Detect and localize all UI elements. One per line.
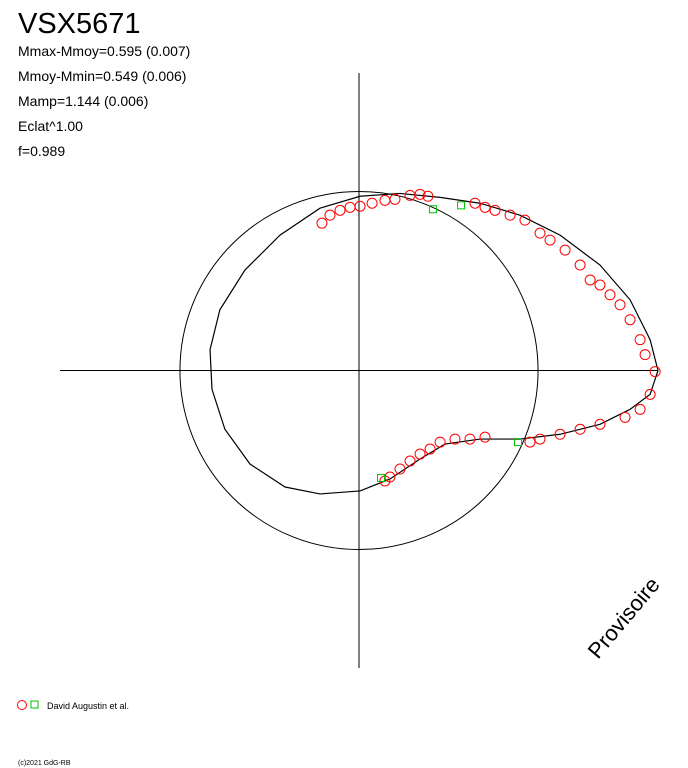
point	[624, 314, 636, 326]
annotations: Mmax-Mmoy=0.595 (0.007) Mmoy-Mmin=0.549 (…	[18, 43, 190, 159]
point	[414, 188, 426, 200]
point	[457, 201, 466, 210]
annotation: Mamp=1.144 (0.006)	[18, 93, 148, 109]
point	[366, 197, 378, 209]
point	[574, 259, 586, 271]
point	[544, 234, 556, 246]
point	[534, 227, 546, 239]
point	[324, 209, 336, 221]
point	[594, 279, 606, 291]
point	[354, 200, 366, 212]
legend-marker	[30, 700, 39, 709]
chart-title: VSX5671	[18, 8, 141, 40]
point	[394, 463, 406, 475]
point	[469, 197, 481, 209]
watermark: Provisoire	[583, 572, 665, 663]
model-curve	[209, 192, 659, 495]
point	[404, 455, 416, 467]
point	[614, 299, 626, 311]
point	[434, 436, 446, 448]
point	[584, 274, 596, 286]
point	[479, 201, 491, 213]
point	[619, 411, 631, 423]
reference-circle	[179, 190, 539, 551]
point	[428, 205, 437, 214]
point	[389, 193, 401, 205]
point	[489, 204, 501, 216]
point	[422, 190, 434, 202]
point	[334, 204, 346, 216]
point	[644, 388, 656, 400]
point	[414, 448, 426, 460]
point	[594, 418, 606, 430]
point	[464, 433, 476, 445]
point	[379, 194, 391, 206]
point	[604, 289, 616, 301]
point	[554, 428, 566, 440]
point	[649, 366, 661, 378]
point	[534, 433, 546, 445]
point	[559, 244, 571, 256]
legend-marker	[17, 700, 27, 710]
legend-label: David Augustin et al.	[47, 701, 129, 711]
annotation: Eclat^1.00	[18, 118, 83, 134]
point	[424, 443, 436, 455]
annotation: Mmoy-Mmin=0.549 (0.006)	[18, 68, 186, 84]
point	[344, 201, 356, 213]
point	[634, 403, 646, 415]
point	[574, 423, 586, 435]
point	[316, 217, 328, 229]
point	[504, 209, 516, 221]
point	[524, 436, 536, 448]
annotation: Mmax-Mmoy=0.595 (0.007)	[18, 43, 190, 59]
point	[634, 334, 646, 346]
point	[513, 438, 522, 447]
point	[377, 473, 386, 482]
copyright: (c)2021 GdG-RB	[18, 760, 71, 767]
point	[449, 433, 461, 445]
annotation: f=0.989	[18, 143, 65, 159]
point	[479, 431, 491, 443]
point	[519, 214, 531, 226]
point	[639, 349, 651, 361]
